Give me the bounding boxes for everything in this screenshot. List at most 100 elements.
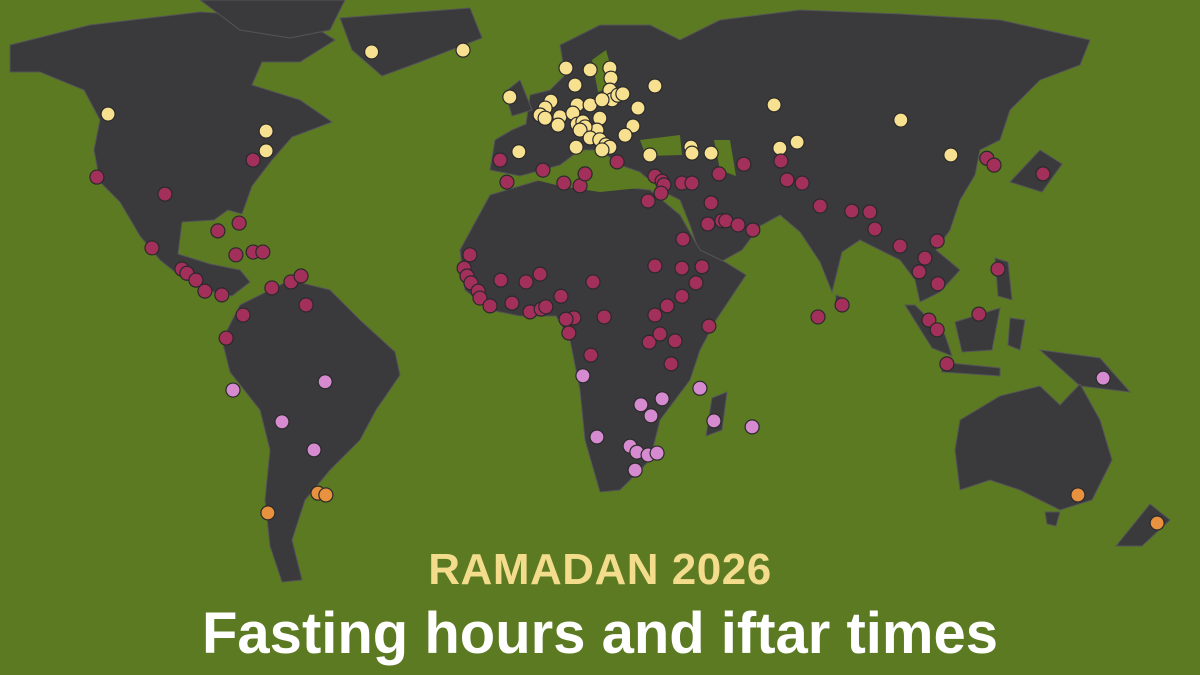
- city-marker: [736, 156, 752, 172]
- city-marker: [703, 145, 719, 161]
- city-marker: [306, 442, 322, 458]
- city-marker: [567, 77, 583, 93]
- city-marker: [298, 297, 314, 313]
- city-marker: [688, 275, 704, 291]
- city-marker: [511, 144, 527, 160]
- city-marker: [772, 140, 788, 156]
- city-marker: [684, 175, 700, 191]
- city-marker: [617, 127, 633, 143]
- city-marker: [255, 244, 271, 260]
- city-marker: [582, 62, 598, 78]
- city-marker: [789, 134, 805, 150]
- city-marker: [228, 247, 244, 263]
- city-marker: [630, 100, 646, 116]
- city-marker: [235, 307, 251, 323]
- city-marker: [675, 231, 691, 247]
- city-marker: [364, 44, 380, 60]
- city-marker: [556, 175, 572, 191]
- tasmania: [1044, 511, 1061, 527]
- greenland: [339, 7, 483, 77]
- city-marker: [810, 309, 826, 325]
- city-marker: [518, 274, 534, 290]
- city-marker: [642, 147, 658, 163]
- city-marker: [1070, 487, 1086, 503]
- city-marker: [493, 272, 509, 288]
- city-marker: [594, 142, 610, 158]
- city-marker: [730, 217, 746, 233]
- city-marker: [561, 325, 577, 341]
- city-markers: [89, 42, 1165, 531]
- city-marker: [812, 198, 828, 214]
- city-marker: [214, 287, 230, 303]
- city-marker: [652, 326, 668, 342]
- city-marker: [210, 223, 226, 239]
- city-marker: [663, 356, 679, 372]
- city-marker: [641, 334, 657, 350]
- city-marker: [703, 195, 719, 211]
- city-marker: [1035, 166, 1051, 182]
- city-marker: [692, 380, 708, 396]
- north-america: [9, 11, 336, 297]
- city-marker: [939, 356, 955, 372]
- city-marker: [482, 298, 498, 314]
- city-marker: [711, 166, 727, 182]
- city-marker: [589, 429, 605, 445]
- city-marker: [844, 203, 860, 219]
- city-marker: [667, 333, 683, 349]
- city-marker: [225, 382, 241, 398]
- kicker-title: RAMADAN 2026: [428, 545, 772, 594]
- south-america: [221, 279, 401, 583]
- city-marker: [499, 174, 515, 190]
- city-marker: [867, 221, 883, 237]
- city-marker: [585, 274, 601, 290]
- city-marker: [834, 297, 850, 313]
- city-marker: [535, 162, 551, 178]
- city-marker: [633, 397, 649, 413]
- city-marker: [647, 307, 663, 323]
- city-marker: [532, 266, 548, 282]
- city-marker: [1095, 370, 1111, 386]
- city-marker: [921, 312, 937, 328]
- city-marker: [640, 193, 656, 209]
- city-marker: [773, 153, 789, 169]
- city-marker: [231, 215, 247, 231]
- city-marker: [911, 264, 927, 280]
- city-marker: [197, 283, 213, 299]
- city-marker: [583, 347, 599, 363]
- city-marker: [100, 106, 116, 122]
- city-marker: [188, 272, 204, 288]
- city-marker: [550, 117, 566, 133]
- city-marker: [144, 240, 160, 256]
- eurasia: [489, 9, 1091, 303]
- city-marker: [1149, 515, 1165, 531]
- city-marker: [779, 172, 795, 188]
- city-marker: [537, 110, 553, 126]
- city-marker: [701, 318, 717, 334]
- city-marker: [643, 408, 659, 424]
- city-marker: [575, 368, 591, 384]
- city-marker: [609, 154, 625, 170]
- city-marker: [649, 445, 665, 461]
- city-marker: [596, 309, 612, 325]
- city-marker: [558, 60, 574, 76]
- city-marker: [245, 152, 261, 168]
- city-marker: [917, 250, 933, 266]
- city-marker: [577, 166, 593, 182]
- city-marker: [930, 276, 946, 292]
- british-isles: [504, 79, 533, 117]
- sumatra: [904, 304, 953, 357]
- city-marker: [986, 157, 1002, 173]
- city-marker: [504, 295, 520, 311]
- city-marker: [472, 290, 488, 306]
- city-marker: [317, 374, 333, 390]
- city-marker: [264, 280, 280, 296]
- city-marker: [260, 505, 276, 521]
- city-marker: [594, 92, 610, 108]
- city-marker: [157, 186, 173, 202]
- city-marker: [971, 306, 987, 322]
- city-marker: [572, 122, 588, 138]
- city-marker: [794, 175, 810, 191]
- sulawesi: [1007, 317, 1026, 351]
- city-marker: [615, 86, 631, 102]
